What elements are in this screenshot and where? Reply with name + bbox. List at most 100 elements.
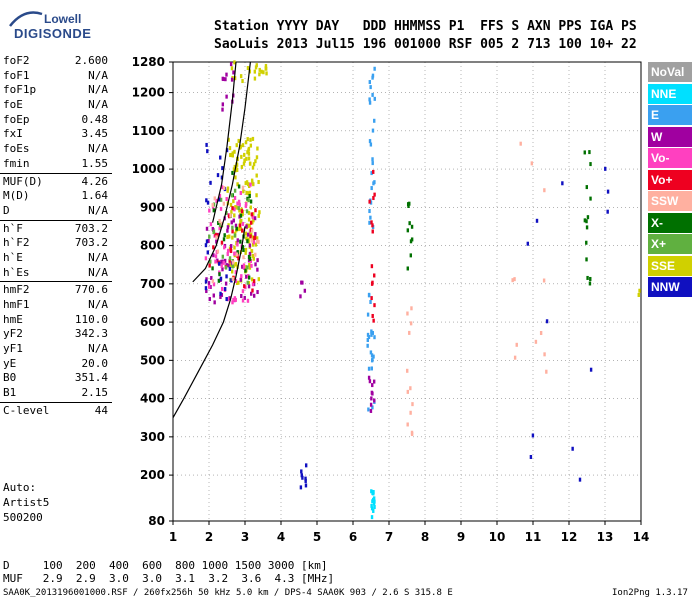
param-value: N/A (88, 250, 108, 264)
data-point (216, 233, 219, 238)
data-point (252, 162, 256, 167)
param-value: N/A (88, 68, 108, 82)
header-row1: Station YYYY DAY DDD HHMMSS P1 FFS S AXN… (214, 19, 637, 34)
legend-item: W (648, 126, 692, 147)
data-point (250, 291, 253, 296)
data-point (215, 198, 218, 203)
data-point (248, 161, 252, 166)
data-point (368, 80, 372, 85)
data-point (372, 496, 376, 501)
data-point (543, 188, 546, 193)
data-point (233, 76, 237, 81)
data-point (231, 206, 234, 211)
data-point (230, 210, 233, 215)
data-point (369, 300, 372, 305)
data-point (239, 190, 243, 195)
data-point (372, 354, 375, 359)
data-point (239, 74, 243, 79)
data-point (578, 477, 582, 482)
data-point (209, 180, 212, 185)
data-point (256, 146, 259, 151)
data-point (585, 225, 589, 230)
data-point (229, 62, 233, 67)
param-name: h`F2 (3, 236, 30, 250)
param-row: MUF(D) 4.26 (0, 175, 112, 190)
data-point (223, 287, 227, 292)
data-point (213, 300, 216, 305)
x-tick-label: 11 (525, 530, 542, 544)
data-point (212, 282, 216, 287)
data-point (511, 278, 514, 283)
data-point (205, 226, 209, 231)
data-point (251, 235, 255, 240)
x-tick-label: 14 (633, 530, 650, 544)
data-point (228, 256, 232, 261)
data-point (238, 208, 241, 213)
param-name: yF1 (3, 342, 23, 356)
data-point (246, 66, 250, 71)
data-point (235, 143, 238, 148)
data-point (232, 218, 235, 223)
data-point (227, 263, 230, 268)
data-point (410, 224, 414, 229)
data-point (220, 263, 223, 268)
data-point (370, 503, 373, 508)
data-point (248, 256, 252, 261)
data-point (589, 162, 592, 167)
y-tick-label: 80 (148, 514, 165, 528)
data-point (211, 203, 214, 208)
data-point (233, 207, 236, 212)
data-point (411, 402, 414, 407)
data-point (539, 331, 543, 336)
data-point (257, 239, 260, 244)
data-point (233, 188, 237, 193)
data-point (231, 276, 235, 281)
data-point (371, 330, 375, 335)
data-point (245, 236, 248, 241)
data-point (240, 209, 244, 214)
data-point (244, 247, 248, 252)
data-point (409, 239, 413, 244)
data-point (253, 76, 257, 81)
param-value: N/A (88, 265, 108, 279)
muf-row: MUF 2.9 2.9 3.0 3.0 3.1 3.2 3.6 4.3 [MHz… (3, 572, 335, 585)
data-point (369, 200, 373, 205)
data-point (251, 253, 255, 258)
data-point (253, 235, 257, 240)
data-point (588, 281, 592, 286)
data-point (299, 294, 302, 299)
data-point (235, 205, 238, 210)
data-point (250, 263, 253, 268)
param-value: N/A (88, 298, 108, 311)
data-point (371, 280, 374, 285)
data-point (229, 247, 233, 252)
param-name: foF1p (3, 83, 37, 97)
auto-artist: Artist5 (3, 496, 50, 509)
data-point (244, 265, 247, 270)
data-point (604, 166, 607, 171)
param-row: foF1p N/A (0, 83, 112, 98)
param-row: C-level 44 (0, 404, 112, 419)
data-point (373, 505, 376, 510)
data-point (234, 251, 237, 256)
legend: NoVal NNE E W Vo- Vo+ SSW X- X+ SSE NNW (648, 62, 692, 299)
data-point (235, 252, 239, 257)
data-point (244, 268, 247, 273)
data-point (218, 226, 221, 231)
data-point (249, 220, 253, 225)
data-point (229, 263, 233, 268)
data-point (241, 143, 245, 148)
data-point (207, 284, 211, 289)
data-point (370, 489, 373, 494)
data-point (207, 281, 211, 286)
param-value: 342.3 (74, 327, 108, 341)
data-point (206, 250, 210, 255)
distance-row: D 100 200 400 600 800 1000 1500 3000 [km… (3, 559, 328, 572)
data-point (237, 256, 240, 261)
x-tick-label: 4 (277, 530, 285, 544)
x-tick-label: 2 (205, 530, 213, 544)
param-row: foF1 N/A (0, 69, 112, 84)
data-point (255, 173, 258, 178)
data-point (204, 256, 208, 261)
data-point (370, 186, 373, 191)
